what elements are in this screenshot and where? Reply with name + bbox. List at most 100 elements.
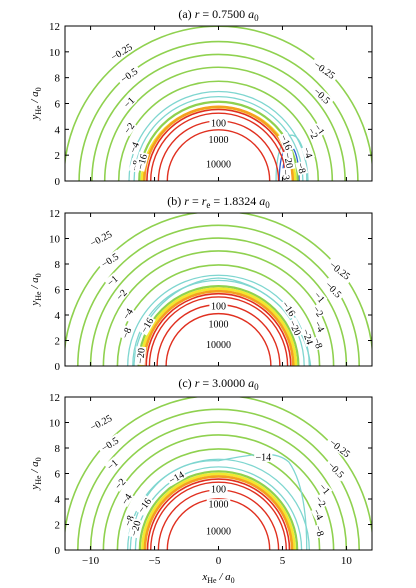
contour-label: −2 (113, 477, 128, 492)
contour-line (166, 129, 271, 181)
contour-label: −8 (312, 524, 326, 538)
contour-label-bg (121, 119, 137, 137)
contour-label-bg (311, 335, 326, 351)
y-tick-label: 8 (55, 259, 61, 271)
panel-title: (a) r = 0.7500 a0 (178, 7, 259, 23)
contour-label: 100 (211, 118, 226, 129)
panel-title: (b) r = re = 1.8324 a0 (167, 194, 270, 210)
contour-label-bg (206, 499, 231, 510)
contour-label-bg (118, 490, 135, 508)
contour-label: −14 (255, 452, 271, 463)
contour-label-bg (325, 435, 355, 461)
contour-label-bg (134, 495, 154, 516)
x-axis-label: xHe / a0 (201, 571, 234, 585)
x-tick-label: 0 (216, 555, 222, 567)
contour-line (117, 80, 320, 181)
contour-line (138, 470, 299, 550)
contour-label-bg (209, 117, 228, 128)
contour-label-bg (300, 326, 316, 347)
contour-label-bg (209, 483, 228, 494)
contour-line (145, 292, 292, 366)
contour-label-bg (204, 525, 233, 536)
contour-label-bg (282, 150, 296, 171)
contour-label-bg (305, 125, 321, 142)
y-tick-label: 8 (55, 443, 61, 455)
y-tick-label: 0 (55, 176, 61, 188)
contour-line (143, 475, 294, 550)
contour-label: −2 (312, 495, 327, 510)
contour-label: −8 (120, 326, 134, 340)
contour-line (146, 478, 291, 550)
contour-label-bg (209, 301, 228, 312)
contour-label: −2 (122, 121, 137, 136)
contour-line (128, 90, 309, 181)
contour-label-bg (316, 480, 333, 497)
contour-label-bg (311, 289, 328, 306)
contour-label: −36 (279, 169, 291, 186)
contour-line (141, 472, 296, 550)
contour-label-bg (104, 456, 121, 473)
contour-label-bg (277, 131, 295, 153)
y-tick-label: 0 (55, 361, 61, 373)
contour-label-bg (309, 57, 340, 83)
contour-label-bg (165, 468, 187, 487)
contour-label-bg (137, 314, 156, 336)
contour-label: 10000 (206, 526, 231, 537)
contour-line (146, 108, 291, 181)
contour-label-bg (104, 272, 121, 289)
contour-label: −0.25 (88, 413, 114, 434)
contour-label: 100 (211, 302, 226, 313)
y-axis-label: yHe / a0 (29, 87, 43, 120)
y-tick-label: 12 (49, 21, 60, 33)
contour-line (77, 224, 360, 366)
contour-label-bg (206, 134, 231, 145)
contour-label: −0.25 (88, 229, 114, 250)
contour-label-bg (286, 317, 304, 339)
x-tick-label: 5 (280, 555, 286, 567)
contour-label-bg (128, 518, 143, 539)
contour-line (89, 237, 348, 366)
contour-label-bg (97, 433, 123, 455)
contour-line (150, 481, 287, 550)
contour-label: 1000 (209, 319, 229, 330)
y-axis-label: yHe / a0 (29, 273, 43, 306)
contour-line (133, 96, 304, 181)
contour-line (78, 40, 359, 181)
contour-label-bg (310, 506, 326, 523)
contour-label: −16 (135, 153, 150, 171)
contour-label-bg (301, 144, 315, 161)
y-tick-label: 12 (49, 208, 60, 220)
y-tick-label: 12 (49, 392, 60, 404)
contour-line (89, 421, 348, 550)
y-axis-label: yHe / a0 (29, 457, 43, 490)
contour-label: −20 (281, 152, 295, 169)
contour-label-bg (295, 160, 309, 176)
contour-line (129, 453, 308, 550)
y-tick-label: 4 (55, 494, 61, 506)
contour-label: 10000 (206, 160, 231, 171)
y-tick-label: 2 (55, 336, 61, 348)
contour-label: −20 (129, 520, 144, 538)
y-tick-label: 0 (55, 545, 61, 557)
y-tick-label: 2 (55, 150, 61, 162)
contour-label: 1000 (209, 500, 229, 511)
contour-label-bg (313, 493, 329, 510)
contour-label-bg (324, 457, 349, 482)
contour-label-bg (204, 339, 233, 350)
y-tick-label: 4 (55, 124, 61, 136)
panel-title: (c) r = 3.0000 a0 (178, 376, 259, 392)
contour-label-bg (85, 411, 116, 434)
x-tick-label: 10 (341, 555, 353, 567)
contour-label: −2 (305, 126, 320, 141)
contour-line (148, 296, 289, 366)
contour-label: −4 (310, 507, 325, 522)
y-tick-label: 4 (55, 310, 61, 322)
contour-label-bg (310, 303, 327, 320)
contour-lines: −0.25−0.25−0.5−0.5−1−1−2−2−4−4−8−8−16−16… (65, 213, 372, 366)
contour-label: 100 (211, 484, 226, 495)
contour-label-bg (312, 318, 327, 335)
contour-lines: −0.25−0.25−0.5−0.5−1−1−2−2−4−4−8−8−14−14… (65, 397, 372, 550)
contour-label-bg (106, 39, 137, 64)
contour-label: −20 (135, 348, 147, 365)
